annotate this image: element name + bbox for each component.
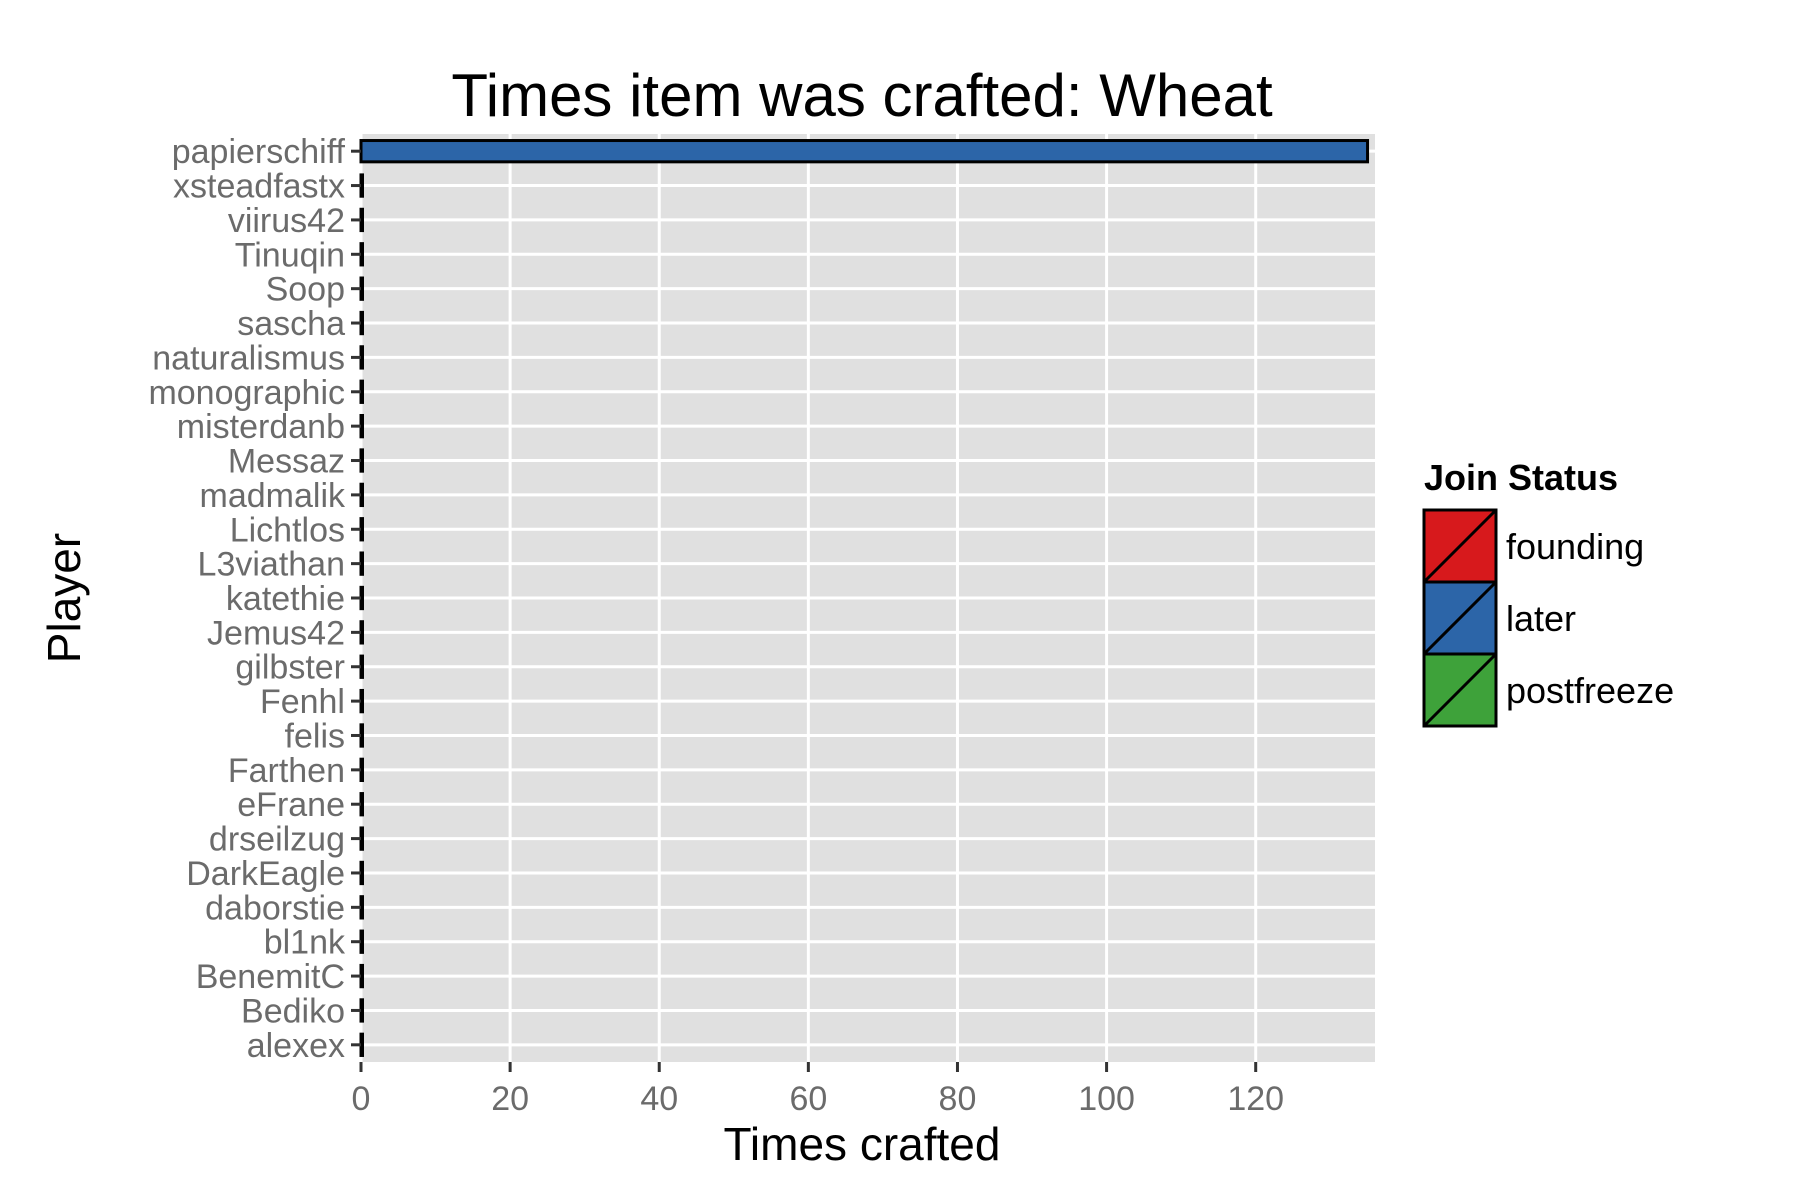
x-tick-label: 40 — [640, 1080, 678, 1118]
bar-eFrane — [361, 794, 363, 815]
y-tick-label: drseilzug — [209, 821, 345, 859]
bar-Messaz — [361, 450, 363, 471]
y-tick-label: gilbster — [235, 649, 345, 687]
chart-title: Times item was crafted: Wheat — [451, 62, 1273, 129]
bar-naturalismus — [361, 347, 363, 368]
bar-xsteadfastx — [361, 175, 363, 196]
legend-label-founding: founding — [1506, 526, 1644, 567]
bar-Lichtlos — [361, 519, 363, 540]
bar-gilbster — [361, 656, 363, 677]
y-tick-label: L3viathan — [198, 546, 345, 584]
bar-Jemus42 — [361, 622, 363, 643]
bar-viirus42 — [361, 209, 363, 230]
bar-madmalik — [361, 484, 363, 505]
bar-DarkEagle — [361, 862, 363, 883]
y-tick-label: alexex — [247, 1027, 345, 1065]
y-tick-label: bl1nk — [264, 924, 346, 962]
bar-Tinuqin — [361, 244, 363, 265]
bar-alexex — [361, 1034, 363, 1055]
legend: Join Status founding later postfreeze — [1424, 457, 1674, 726]
y-tick-label: viirus42 — [228, 202, 345, 240]
y-tick-label: Lichtlos — [230, 511, 345, 549]
bar-Farthen — [361, 759, 363, 780]
y-tick-label: xsteadfastx — [173, 168, 345, 206]
x-tick-label: 0 — [352, 1080, 371, 1118]
y-tick-label: monographic — [148, 374, 345, 412]
y-tick-label: sascha — [237, 305, 345, 343]
y-tick-label: Fenhl — [260, 683, 345, 721]
bar-sascha — [361, 312, 363, 333]
y-tick-label: papierschiff — [172, 133, 346, 171]
y-tick-label: Soop — [266, 271, 345, 309]
y-tick-label: madmalik — [200, 477, 346, 515]
legend-title: Join Status — [1424, 457, 1618, 498]
bar-drseilzug — [361, 828, 363, 849]
bar-bl1nk — [361, 931, 363, 952]
y-axis-ticks: papierschiffxsteadfastxviirus42TinuqinSo… — [148, 133, 361, 1065]
bar-Soop — [361, 278, 363, 299]
bar-katethie — [361, 587, 363, 608]
x-tick-label: 60 — [789, 1080, 827, 1118]
y-tick-label: eFrane — [237, 786, 345, 824]
y-tick-label: daborstie — [205, 889, 345, 927]
x-tick-label: 20 — [491, 1080, 529, 1118]
bar-Bediko — [361, 1000, 363, 1021]
y-tick-label: Tinuqin — [235, 236, 345, 274]
y-tick-label: Bediko — [241, 992, 345, 1030]
y-tick-label: naturalismus — [152, 339, 345, 377]
bar-BenemitC — [361, 965, 363, 986]
x-axis-ticks: 0 20 40 60 80 100 120 — [352, 1062, 1285, 1118]
x-tick-label: 100 — [1078, 1080, 1135, 1118]
bar-misterdanb — [361, 415, 363, 436]
y-axis-title: Player — [38, 533, 90, 663]
y-tick-label: Jemus42 — [207, 614, 345, 652]
bar-monographic — [361, 381, 363, 402]
bar-felis — [361, 725, 363, 746]
x-tick-label: 120 — [1227, 1080, 1284, 1118]
x-tick-label: 80 — [939, 1080, 977, 1118]
y-tick-label: katethie — [226, 580, 345, 618]
legend-label-later: later — [1506, 598, 1576, 639]
bar-L3viathan — [361, 553, 363, 574]
x-axis-title: Times crafted — [724, 1118, 1001, 1170]
bar-papierschiff — [361, 141, 1368, 162]
bar-daborstie — [361, 897, 363, 918]
y-tick-label: Farthen — [228, 752, 345, 790]
y-tick-label: BenemitC — [196, 958, 345, 996]
y-tick-label: Messaz — [228, 443, 345, 481]
y-tick-label: misterdanb — [177, 408, 345, 446]
y-tick-label: felis — [285, 717, 345, 755]
y-tick-label: DarkEagle — [186, 855, 345, 893]
legend-label-postfreeze: postfreeze — [1506, 670, 1674, 711]
bar-Fenhl — [361, 690, 363, 711]
